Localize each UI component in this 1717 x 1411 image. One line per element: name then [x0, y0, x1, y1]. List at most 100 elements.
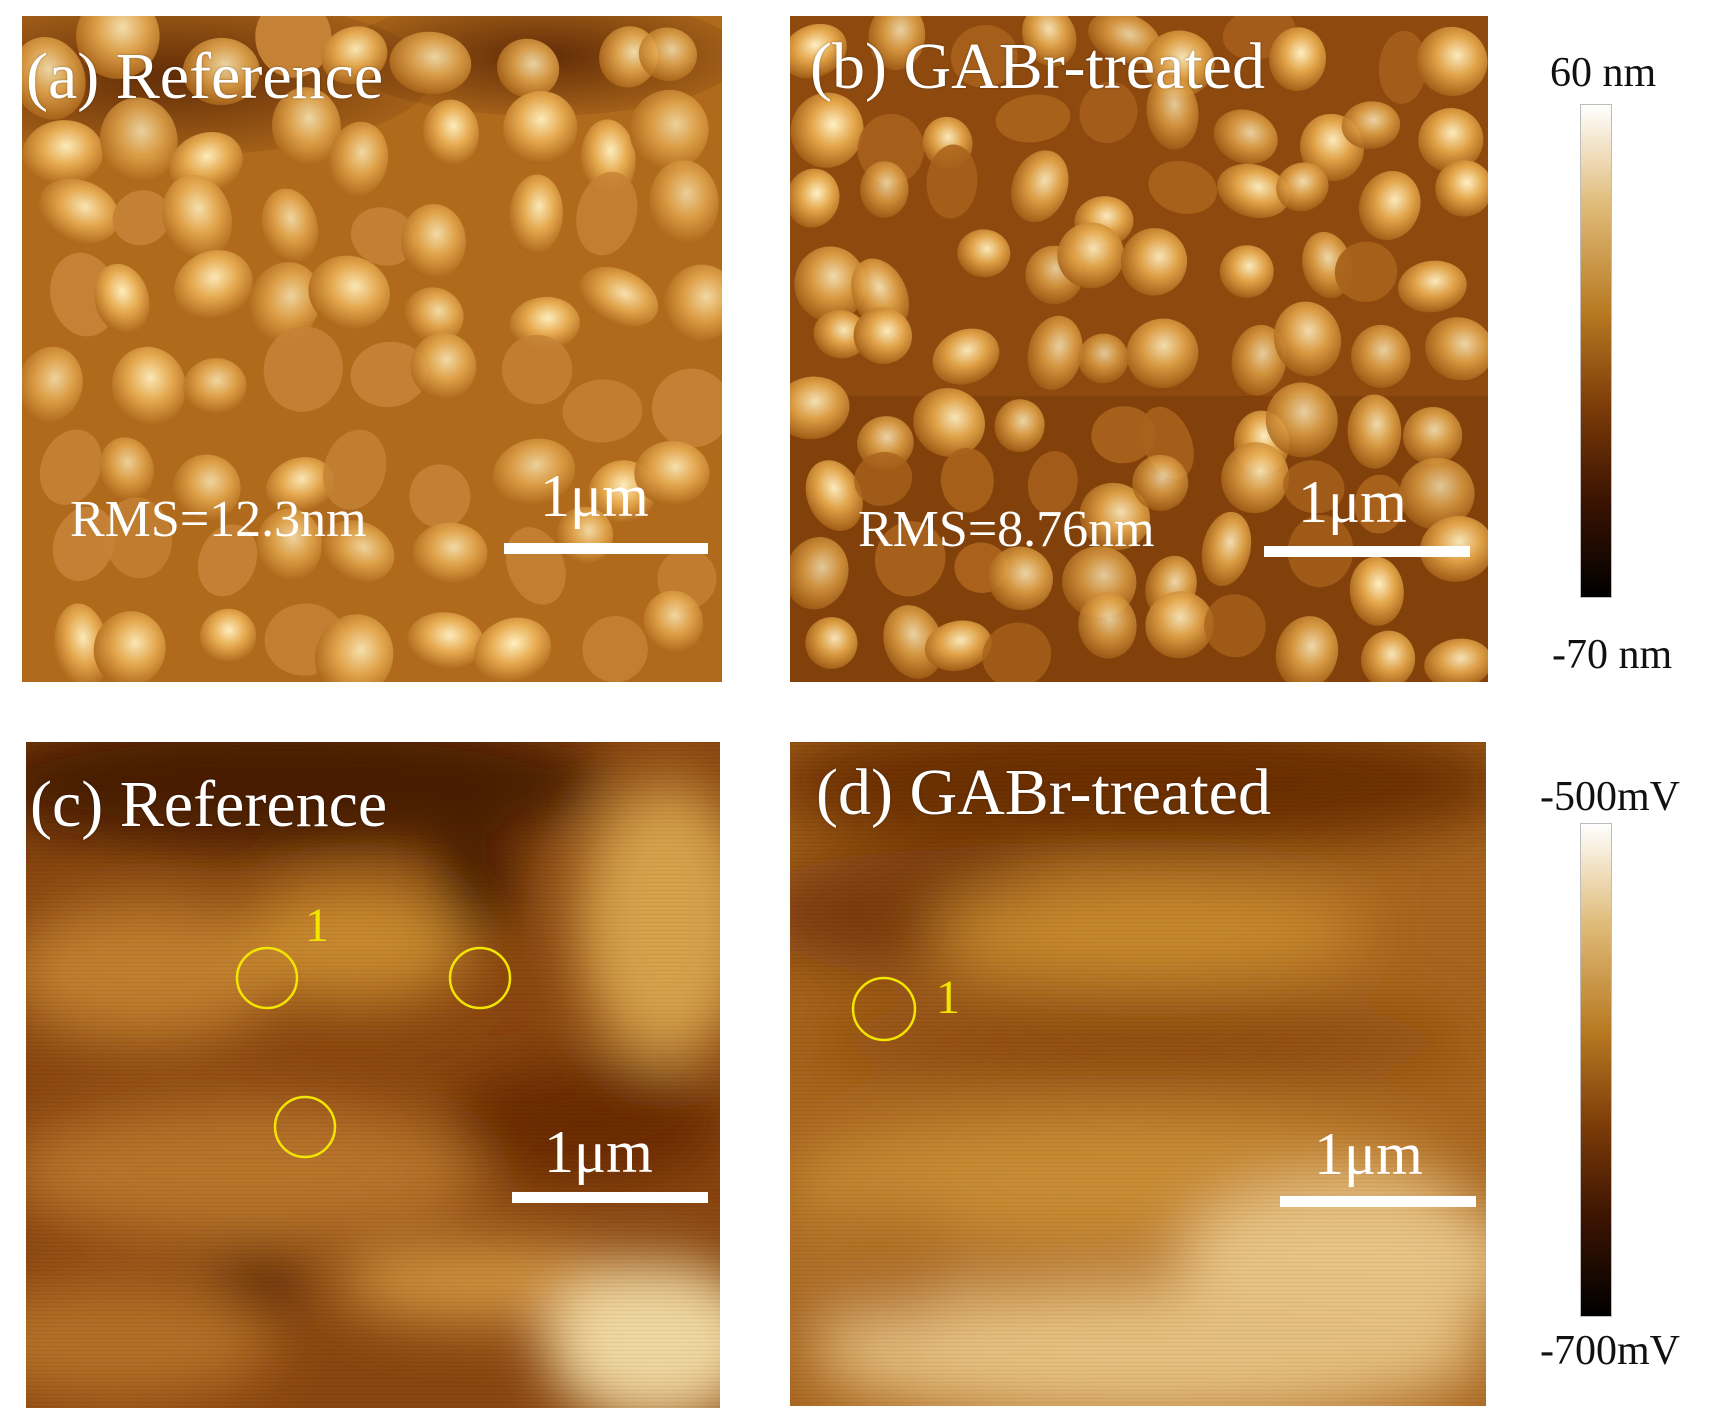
grain: [940, 447, 994, 513]
topography-image-b: [790, 16, 1488, 682]
grain: [1334, 241, 1398, 302]
grain: [1361, 630, 1416, 682]
panel-a-scale-bar: [504, 543, 708, 554]
grain: [501, 334, 573, 405]
panel-a-scale-text: 1μm: [540, 463, 649, 529]
panel-c-marker-number: 1: [305, 899, 329, 952]
grain: [1399, 457, 1475, 530]
grain: [1275, 616, 1339, 682]
colorbar-potential: [1580, 823, 1612, 1317]
grain: [932, 328, 1000, 385]
grain: [874, 521, 946, 597]
grain: [651, 368, 722, 448]
grain: [99, 437, 154, 501]
colorbar-potential-top-label: -500mV: [1540, 774, 1680, 820]
grain: [1378, 30, 1427, 104]
marker-circle-1: [235, 946, 299, 1010]
grain: [75, 16, 160, 79]
marker-circle-1: [851, 976, 917, 1042]
grain: [579, 267, 659, 327]
colorbar-potential-bottom-label: -700mV: [1540, 1328, 1680, 1374]
grain: [422, 99, 479, 166]
grain: [1358, 170, 1421, 241]
grain: [1231, 324, 1287, 396]
grain: [883, 605, 944, 679]
panel-b-topography-gabr: (b) GABr-treated RMS=8.76nm 1μm: [790, 16, 1488, 682]
grain: [112, 346, 187, 427]
grain: [410, 333, 477, 400]
marker-circle-2: [448, 946, 512, 1010]
grain: [1265, 382, 1338, 458]
grain: [860, 161, 909, 218]
grain: [389, 31, 472, 95]
grain: [1148, 160, 1218, 214]
grain: [1057, 222, 1125, 289]
grain: [1011, 150, 1069, 223]
grain: [1221, 442, 1290, 514]
panel-c-scale-text: 1μm: [544, 1119, 653, 1185]
panel-c-scale-bar: [512, 1192, 708, 1203]
panel-b-label: (b) GABr-treated: [810, 30, 1265, 103]
grain: [790, 537, 849, 610]
topography-image-a: [22, 16, 722, 682]
grain: [643, 590, 704, 654]
grain: [112, 190, 171, 246]
grain: [174, 250, 253, 321]
colorbar-height-bottom-label: -70 nm: [1552, 632, 1673, 678]
grain: [1219, 245, 1274, 298]
grain: [1349, 556, 1404, 626]
grain: [182, 37, 260, 106]
grain: [321, 26, 388, 85]
grain: [197, 524, 258, 597]
grain: [261, 188, 318, 264]
grain: [790, 376, 850, 440]
grain: [1435, 160, 1488, 217]
colorbar-height: [1580, 104, 1612, 598]
grain: [1217, 163, 1290, 219]
grain: [1204, 594, 1266, 658]
grain: [1078, 592, 1137, 659]
grain: [1418, 108, 1484, 172]
grain: [913, 388, 985, 457]
grain: [790, 23, 847, 79]
grain: [994, 399, 1045, 452]
grain: [1269, 27, 1327, 91]
grain: [404, 287, 464, 344]
grain: [1276, 162, 1329, 212]
grain: [199, 608, 257, 664]
panel-d-label: (d) GABr-treated: [816, 756, 1271, 829]
grain: [407, 612, 484, 669]
grain: [1354, 474, 1405, 534]
grain: [924, 620, 992, 672]
grain: [1341, 101, 1401, 150]
grain: [162, 174, 233, 261]
grain: [1416, 26, 1488, 96]
grain: [314, 614, 394, 682]
panel-a-rms: RMS=12.3nm: [70, 491, 367, 548]
grain: [813, 310, 868, 359]
grain: [401, 204, 466, 279]
panel-d-marker-number: 1: [936, 971, 960, 1024]
grain: [100, 97, 178, 183]
grain: [1283, 460, 1345, 514]
grain: [926, 144, 978, 219]
grain: [350, 207, 417, 266]
grain: [853, 307, 913, 364]
grain: [790, 168, 840, 228]
panel-c-potential-reference: (c) Reference 1 1μm: [26, 742, 720, 1408]
grain: [854, 452, 913, 506]
grain: [1273, 301, 1342, 377]
panel-c-label: (c) Reference: [30, 768, 388, 841]
colorbar-height-top-label: 60 nm: [1550, 50, 1657, 96]
panel-b-rms: RMS=8.76nm: [858, 501, 1155, 558]
grain: [22, 120, 104, 186]
grain: [509, 174, 563, 255]
grain: [868, 16, 926, 71]
grain: [183, 358, 247, 415]
grain: [790, 92, 864, 168]
grain: [649, 160, 719, 244]
grain: [328, 121, 389, 198]
grain: [1079, 81, 1138, 144]
panel-d-potential-gabr: (d) GABr-treated 1 1μm: [790, 742, 1486, 1406]
grain: [562, 379, 643, 443]
